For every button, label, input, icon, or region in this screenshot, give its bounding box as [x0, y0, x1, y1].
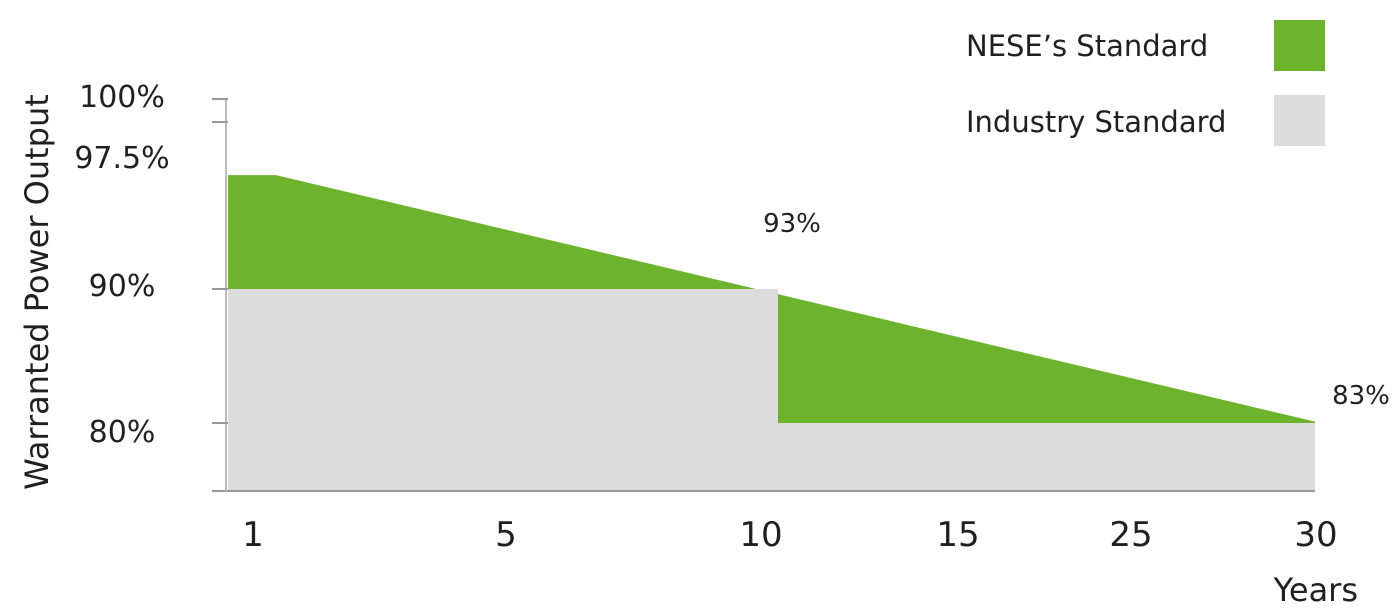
x-tick-label: 30 — [1294, 515, 1337, 555]
y-tick-label: 90% — [89, 269, 156, 304]
x-tick-label: 25 — [1109, 515, 1152, 555]
annotation-83: 83% — [1332, 381, 1390, 411]
y-tick-label: 80% — [89, 415, 156, 450]
legend: NESE’s Standard Industry Standard — [966, 20, 1325, 146]
x-tick-label: 10 — [739, 515, 782, 555]
x-tick-label: 15 — [936, 515, 979, 555]
areas — [228, 175, 1315, 490]
legend-label-nese: NESE’s Standard — [966, 29, 1208, 63]
x-tick-label: 1 — [242, 515, 264, 555]
tick-labels: 100%97.5%90%80%1 5 10 15 25 30 — [74, 80, 1337, 555]
legend-swatch-nese — [1274, 20, 1325, 71]
legend-label-industry: Industry Standard — [966, 105, 1226, 139]
annotation-93: 93% — [763, 209, 821, 239]
legend-swatch-industry — [1274, 95, 1325, 146]
axes — [212, 98, 1315, 492]
industry-standard-area — [228, 289, 1315, 490]
annotations: 93% 83% — [763, 209, 1390, 411]
y-tick-label: 100% — [79, 80, 165, 115]
x-axis-title: Years — [1273, 571, 1358, 608]
y-axis-title: Warranted Power Output — [18, 94, 56, 490]
x-tick-label: 5 — [495, 515, 517, 555]
y-tick-label: 97.5% — [74, 141, 169, 176]
